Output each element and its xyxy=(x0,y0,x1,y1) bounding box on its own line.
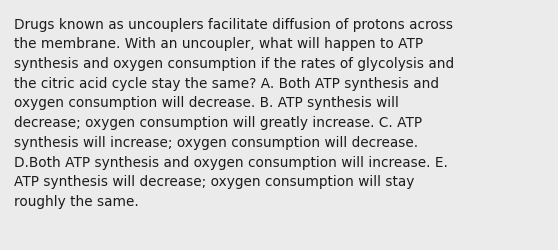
Text: Drugs known as uncouplers facilitate diffusion of protons across
the membrane. W: Drugs known as uncouplers facilitate dif… xyxy=(14,18,454,208)
